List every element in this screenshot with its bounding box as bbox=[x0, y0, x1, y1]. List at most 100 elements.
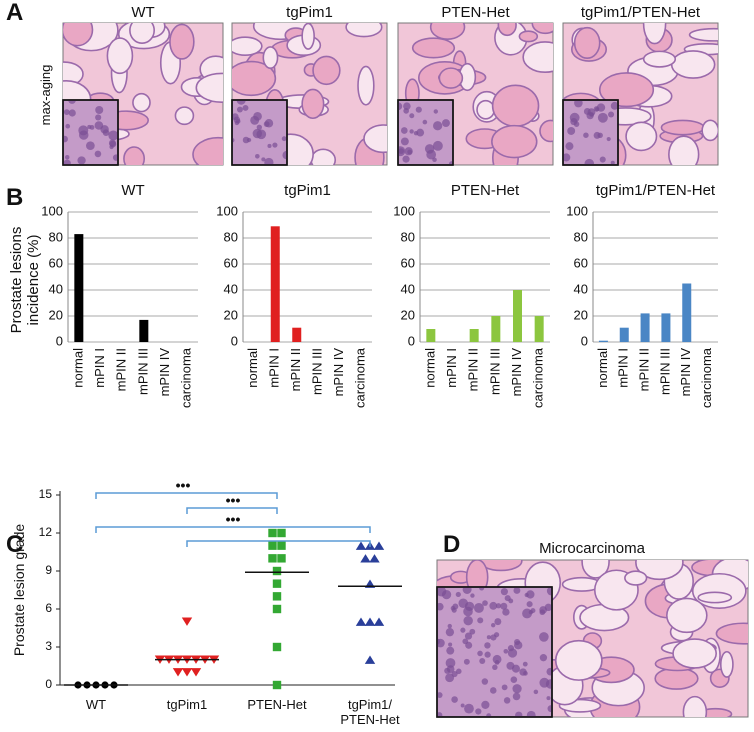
nucleus bbox=[433, 109, 439, 114]
gland bbox=[491, 124, 538, 159]
gland bbox=[63, 23, 94, 47]
gland bbox=[531, 23, 553, 35]
histology-image bbox=[436, 559, 749, 718]
point bbox=[181, 668, 193, 677]
nucleus bbox=[486, 635, 491, 640]
y-tick-label: 60 bbox=[401, 255, 415, 270]
y-tick-label: 0 bbox=[231, 333, 238, 348]
y-tick-label: 40 bbox=[224, 281, 238, 296]
gland bbox=[719, 650, 734, 678]
significance-bracket bbox=[186, 507, 278, 514]
point bbox=[268, 528, 277, 538]
y-tick-label: 100 bbox=[566, 203, 588, 218]
nucleus bbox=[252, 128, 262, 139]
gland bbox=[497, 23, 517, 37]
nucleus bbox=[63, 135, 68, 143]
histology-image bbox=[62, 22, 224, 166]
gland bbox=[625, 121, 658, 152]
y-tick-label: 12 bbox=[39, 525, 53, 539]
bar bbox=[513, 290, 522, 342]
inset-tissue bbox=[232, 100, 287, 165]
y-tick-label: 40 bbox=[401, 281, 415, 296]
bar bbox=[661, 313, 671, 342]
significance-bracket bbox=[186, 540, 371, 547]
y-tick-label: 9 bbox=[45, 563, 52, 577]
point bbox=[277, 528, 286, 538]
nucleus bbox=[63, 109, 70, 116]
bar bbox=[598, 340, 608, 342]
nucleus bbox=[64, 155, 70, 160]
point bbox=[364, 617, 376, 626]
nucleus bbox=[94, 121, 104, 130]
point bbox=[268, 541, 277, 550]
nucleus bbox=[236, 100, 246, 105]
nucleus bbox=[479, 658, 486, 665]
image-title: tgPim1/PTEN-Het bbox=[581, 4, 701, 21]
nucleus bbox=[470, 593, 475, 598]
x-tick-label: mPIN I bbox=[267, 348, 282, 388]
nucleus bbox=[455, 591, 461, 598]
gland bbox=[624, 570, 648, 586]
image-title: tgPim1 bbox=[286, 4, 333, 21]
nucleus bbox=[272, 142, 278, 148]
nucleus bbox=[282, 150, 287, 160]
nucleus bbox=[400, 137, 409, 146]
y-tick-label: 60 bbox=[49, 255, 63, 270]
nucleus bbox=[479, 587, 485, 591]
nucleus bbox=[441, 119, 450, 128]
nucleus bbox=[490, 634, 497, 641]
bar bbox=[74, 234, 84, 342]
nucleus bbox=[402, 155, 410, 163]
point bbox=[364, 655, 376, 664]
nucleus bbox=[452, 603, 459, 610]
nucleus bbox=[610, 160, 615, 165]
y-tick-label: 80 bbox=[401, 229, 415, 244]
gland bbox=[345, 23, 383, 38]
nucleus bbox=[447, 623, 452, 629]
nucleus bbox=[606, 136, 611, 142]
nucleus bbox=[445, 673, 455, 683]
nucleus bbox=[424, 144, 435, 154]
gland bbox=[697, 591, 733, 604]
nucleus bbox=[599, 156, 606, 163]
nucleus bbox=[481, 678, 489, 685]
y-tick-label: 100 bbox=[216, 203, 238, 218]
gland bbox=[554, 639, 603, 681]
y-tick-label: 15 bbox=[39, 487, 53, 501]
y-tick-label: 20 bbox=[401, 307, 415, 322]
bar bbox=[640, 313, 650, 342]
x-tick-label: mPIN IV bbox=[331, 348, 346, 397]
gland bbox=[670, 50, 716, 79]
nucleus bbox=[477, 617, 484, 624]
point bbox=[172, 668, 184, 677]
nucleus bbox=[526, 710, 536, 717]
nucleus bbox=[481, 700, 490, 710]
nucleus bbox=[469, 628, 476, 635]
nucleus bbox=[508, 598, 514, 604]
x-tick-label: mPIN I bbox=[616, 348, 631, 388]
y-tick-label: 80 bbox=[224, 229, 238, 244]
gland bbox=[666, 597, 708, 634]
gland bbox=[491, 84, 540, 128]
nucleus bbox=[242, 136, 250, 144]
nucleus bbox=[89, 125, 95, 130]
gland bbox=[232, 36, 263, 56]
nucleus bbox=[482, 600, 488, 606]
nucleus bbox=[491, 622, 496, 628]
nucleus bbox=[473, 602, 484, 613]
significance-label: ••• bbox=[176, 477, 191, 493]
inset-tissue bbox=[63, 100, 118, 165]
nucleus bbox=[68, 100, 76, 104]
nucleus bbox=[267, 143, 272, 149]
nucleus bbox=[446, 665, 455, 673]
nucleus bbox=[494, 618, 502, 626]
nucleus bbox=[253, 111, 262, 121]
nucleus bbox=[433, 121, 443, 131]
bar bbox=[491, 316, 501, 342]
x-tick-label: mPIN II bbox=[637, 348, 652, 391]
nucleus bbox=[102, 129, 110, 136]
nucleus bbox=[512, 684, 522, 694]
x-tick-label: mPIN II bbox=[466, 348, 481, 391]
gland bbox=[682, 695, 708, 717]
